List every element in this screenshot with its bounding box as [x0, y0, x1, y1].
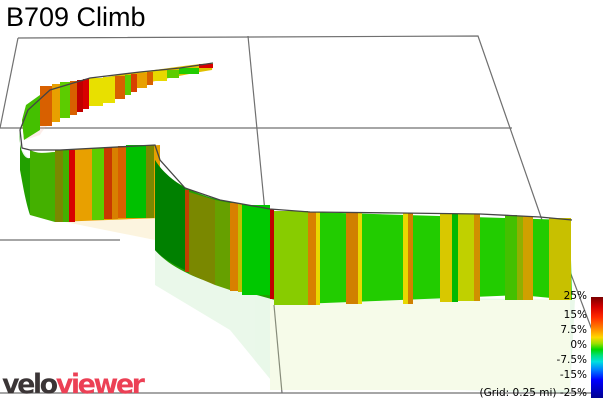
- wall-segment-lower: [274, 211, 572, 305]
- legend-min-label: -25%: [559, 387, 587, 399]
- logo-text-velo: velo: [2, 369, 58, 400]
- legend-label-neg-15: -15%: [559, 369, 587, 381]
- veloviewer-logo[interactable]: veloviewer: [2, 369, 145, 400]
- legend-label-15: 15%: [563, 309, 587, 321]
- legend-label-neg-25: (Grid: 0.25 mi) -25%: [480, 387, 587, 399]
- page-title: B709 Climb: [6, 2, 146, 32]
- wall-segment-upper: [22, 63, 213, 140]
- wall-segment-middle: [155, 160, 275, 300]
- wall-top-outline: [19, 62, 573, 221]
- logo-text-viewer: viewer: [55, 369, 145, 400]
- gradient-color-bar: [591, 297, 603, 398]
- legend-label-neg-7-5: -7.5%: [556, 354, 587, 366]
- legend-label-0: 0%: [570, 339, 587, 351]
- legend-label-25: 25%: [563, 290, 587, 302]
- ground-grid: [0, 35, 603, 394]
- grid-scale-note: (Grid: 0.25 mi): [479, 387, 557, 399]
- legend-label-7-5: 7.5%: [560, 324, 587, 336]
- wall-segment-curve: [19, 130, 160, 222]
